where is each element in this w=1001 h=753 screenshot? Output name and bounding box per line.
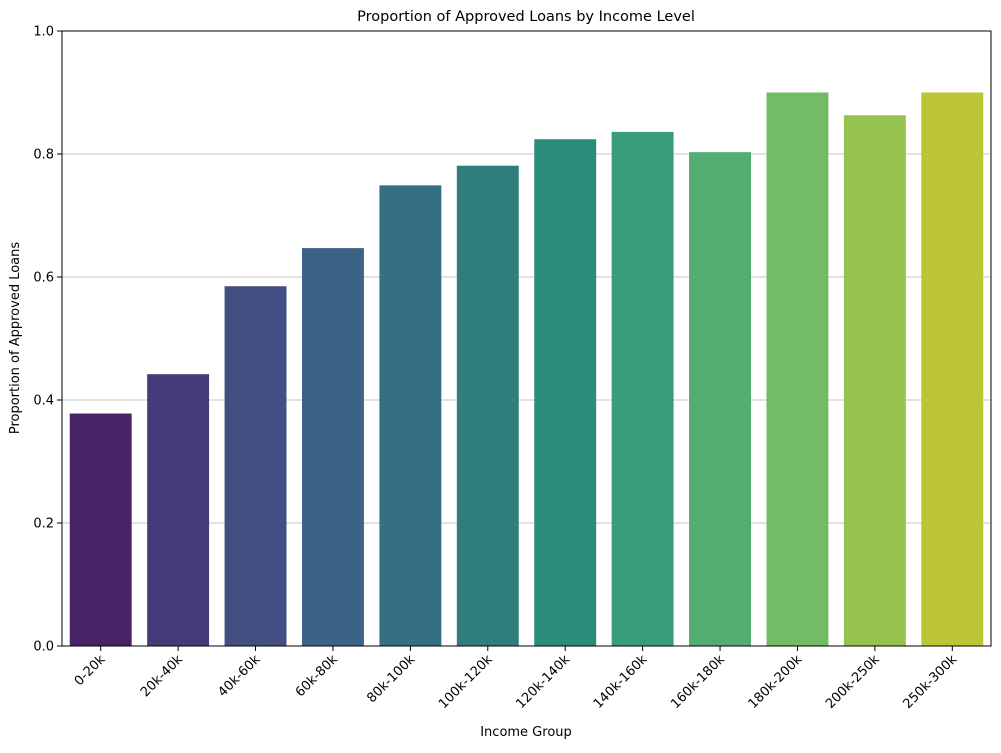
x-axis-label: Income Group xyxy=(480,725,572,740)
bar-80k-100k xyxy=(379,185,442,647)
y-tick-label-2: 0.4 xyxy=(33,394,54,409)
x-axis-ticks: 0-20k 20k-40k 40k-60k 60k-80k 80k-100k 100k-1… xyxy=(72,646,960,712)
y-axis-ticks: 0.0 0.2 0.4 0.6 0.8 1.0 xyxy=(33,25,62,655)
y-tick-label-0: 0.0 xyxy=(33,640,54,655)
y-tick-label-1: 0.2 xyxy=(33,517,54,532)
bar-200k-250k xyxy=(843,115,906,646)
x-tick-label-1: 20k-40k xyxy=(138,652,186,700)
x-tick-label-11: 250k-300k xyxy=(900,652,960,712)
bar-100k-120k xyxy=(456,165,519,646)
bars xyxy=(69,92,984,647)
x-tick-label-5: 100k-120k xyxy=(436,652,496,712)
y-tick-label-3: 0.6 xyxy=(33,271,54,286)
plot-frame xyxy=(61,30,992,647)
bar-120k-140k xyxy=(534,139,597,647)
bar-180k-200k xyxy=(766,92,829,646)
axes xyxy=(61,30,992,647)
x-tick-label-9: 180k-200k xyxy=(746,652,806,712)
y-tick-label-5: 1.0 xyxy=(33,25,54,40)
x-tick-label-0: 0-20k xyxy=(72,652,109,689)
x-tick-label-10: 200k-250k xyxy=(823,652,883,712)
bar-20k-40k xyxy=(147,374,210,646)
bar-60k-80k xyxy=(301,248,364,646)
x-tick-label-2: 40k-60k xyxy=(215,652,263,700)
x-tick-label-7: 140k-160k xyxy=(591,652,651,712)
x-tick-label-4: 80k-100k xyxy=(364,652,418,706)
y-axis-label: Proportion of Approved Loans xyxy=(8,242,23,435)
bar-250k-300k xyxy=(921,92,984,646)
x-tick-label-6: 120k-140k xyxy=(513,652,573,712)
gridlines xyxy=(62,153,991,524)
bar-40k-60k xyxy=(224,286,287,646)
y-tick-label-4: 0.8 xyxy=(33,148,54,163)
bar-160k-180k xyxy=(689,152,752,646)
x-tick-label-8: 160k-180k xyxy=(668,652,728,712)
bar-140k-160k xyxy=(611,131,674,647)
bar-0-20k xyxy=(69,413,132,646)
x-tick-label-3: 60k-80k xyxy=(293,652,341,700)
chart-title: Proportion of Approved Loans by Income L… xyxy=(357,9,695,25)
